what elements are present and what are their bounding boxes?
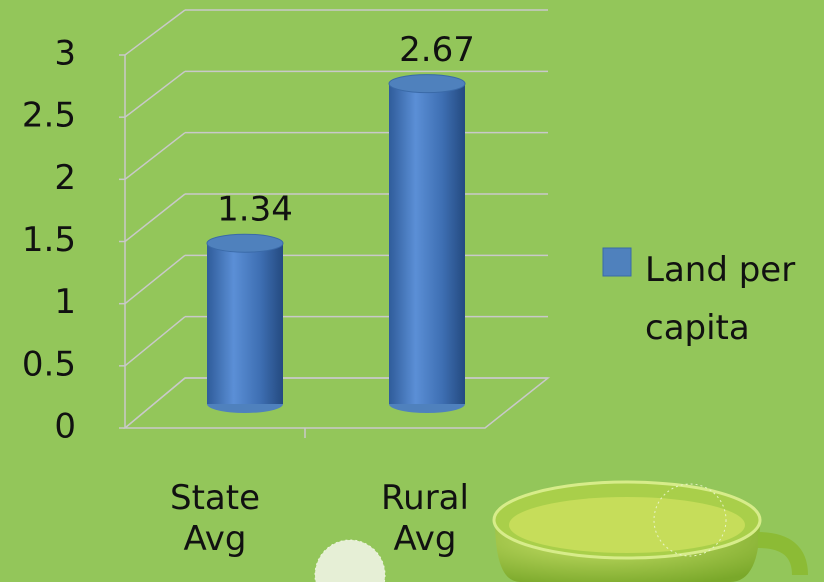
- grid-line-side: [125, 10, 185, 55]
- grid-line-side: [125, 133, 185, 180]
- legend-label: Land per capita: [645, 242, 815, 358]
- legend-swatch: [603, 248, 631, 276]
- y-tick-label: 2.5: [22, 96, 76, 136]
- grid-line-side: [125, 194, 185, 242]
- grid-line-side: [125, 255, 185, 303]
- grid-line-side: [125, 378, 185, 428]
- y-tick-label: 3: [54, 34, 76, 74]
- floor: [125, 378, 548, 428]
- y-tick-label: 0.5: [22, 344, 76, 384]
- bar: [207, 243, 283, 404]
- data-label: 1.34: [217, 190, 293, 230]
- y-tick-label: 0: [54, 407, 76, 447]
- x-tick-label: Rural Avg: [355, 478, 495, 560]
- y-tick-label: 1: [54, 282, 76, 322]
- bar-top: [207, 234, 283, 252]
- y-tick-label: 1.5: [22, 220, 76, 260]
- grid-line-side: [125, 317, 185, 366]
- grid-line-side: [125, 71, 185, 117]
- y-tick-label: 2: [54, 158, 76, 198]
- x-tick-label: State Avg: [145, 478, 285, 560]
- data-label: 2.67: [399, 30, 475, 70]
- page: 0 0.5 1 1.5 2 2.5 3 1.34 2.67 Land per capita St…: [0, 0, 824, 582]
- bar: [389, 84, 465, 404]
- bar-top: [389, 75, 465, 93]
